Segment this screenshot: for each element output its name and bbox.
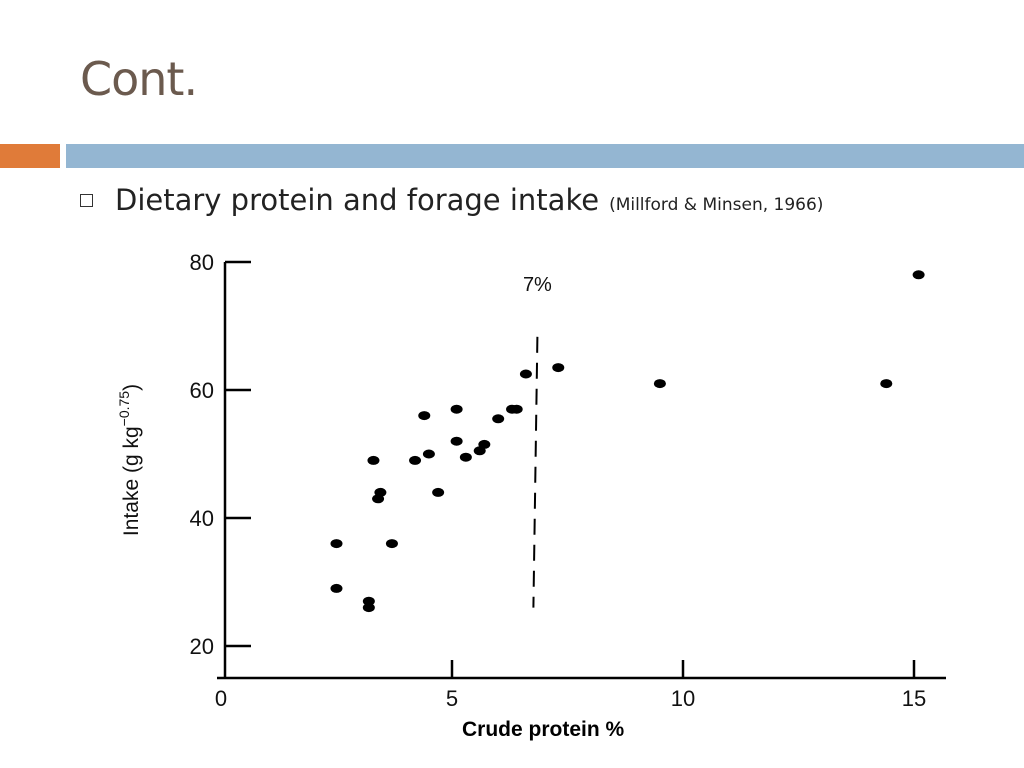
data-point	[418, 411, 431, 421]
chart-ticks: 20 40 60 80 0 5 10 15	[190, 250, 927, 711]
data-point	[330, 539, 343, 549]
bullet-item: Dietary protein and forage intake (Millf…	[80, 183, 823, 217]
data-point	[459, 452, 472, 462]
data-point	[510, 404, 523, 414]
data-point	[653, 379, 666, 389]
threshold-dashed-line	[532, 336, 539, 608]
threshold-label: 7%	[523, 274, 552, 296]
y-axis-title-exponent: −0.75	[116, 391, 132, 427]
data-point	[367, 455, 380, 465]
data-points	[330, 270, 925, 613]
data-point	[450, 436, 463, 446]
x-tick-label: 10	[671, 686, 695, 711]
bullet-citation: (Millford & Minsen, 1966)	[609, 195, 824, 215]
chart-axes	[217, 262, 946, 680]
accent-bar-blue	[66, 144, 1024, 168]
y-axis-title-text: Intake (g kg	[120, 426, 143, 536]
data-point	[492, 414, 505, 424]
threshold-line-group: 7%	[523, 274, 552, 608]
data-point	[385, 539, 398, 549]
y-tick-label: 60	[190, 378, 214, 403]
data-point	[374, 487, 387, 497]
y-tick-label: 40	[190, 506, 214, 531]
x-axis-title: Crude protein %	[462, 718, 625, 741]
data-point	[478, 439, 491, 449]
x-tick-label: 15	[902, 686, 926, 711]
y-tick-label: 20	[190, 634, 214, 659]
data-point	[362, 596, 375, 606]
accent-bar-orange	[0, 144, 60, 168]
data-point	[362, 603, 375, 613]
data-point	[880, 379, 893, 389]
data-point	[552, 363, 565, 373]
data-point	[432, 487, 445, 497]
y-axis-title-close: )	[120, 384, 143, 391]
data-point	[330, 583, 343, 593]
square-bullet-icon	[80, 194, 93, 207]
data-point	[409, 455, 422, 465]
bullet-text: Dietary protein and forage intake	[115, 183, 600, 217]
slide-title: Cont.	[80, 52, 198, 106]
y-axis-title: Intake (g kg−0.75)	[116, 384, 143, 536]
data-point	[912, 270, 925, 280]
data-point	[519, 369, 532, 379]
x-tick-label: 0	[215, 686, 227, 711]
y-tick-label: 80	[190, 250, 214, 275]
x-tick-label: 5	[446, 686, 458, 711]
data-point	[450, 404, 463, 414]
data-point	[422, 449, 435, 459]
